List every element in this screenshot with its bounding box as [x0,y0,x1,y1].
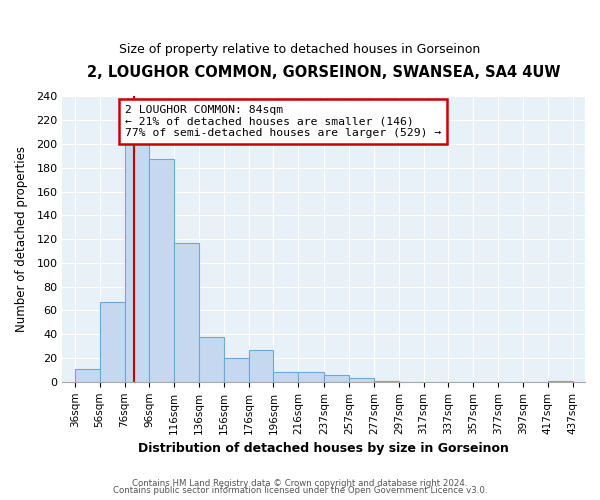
Bar [548,380,572,382]
Bar [248,350,274,382]
Bar [149,160,174,382]
Bar [325,374,349,382]
Text: 2 LOUGHOR COMMON: 84sqm
← 21% of detached houses are smaller (146)
77% of semi-d: 2 LOUGHOR COMMON: 84sqm ← 21% of detache… [125,105,442,138]
Bar [349,378,374,382]
Bar [100,302,125,382]
X-axis label: Distribution of detached houses by size in Gorseinon: Distribution of detached houses by size … [138,442,509,455]
Bar [75,368,100,382]
Bar [125,144,149,382]
Bar [199,336,224,382]
Bar [298,372,325,382]
Text: Contains HM Land Registry data © Crown copyright and database right 2024.: Contains HM Land Registry data © Crown c… [132,478,468,488]
Bar [274,372,298,382]
Text: Contains public sector information licensed under the Open Government Licence v3: Contains public sector information licen… [113,486,487,495]
Bar [374,380,399,382]
Text: Size of property relative to detached houses in Gorseinon: Size of property relative to detached ho… [119,42,481,56]
Bar [224,358,248,382]
Title: 2, LOUGHOR COMMON, GORSEINON, SWANSEA, SA4 4UW: 2, LOUGHOR COMMON, GORSEINON, SWANSEA, S… [87,65,560,80]
Y-axis label: Number of detached properties: Number of detached properties [15,146,28,332]
Bar [174,242,199,382]
